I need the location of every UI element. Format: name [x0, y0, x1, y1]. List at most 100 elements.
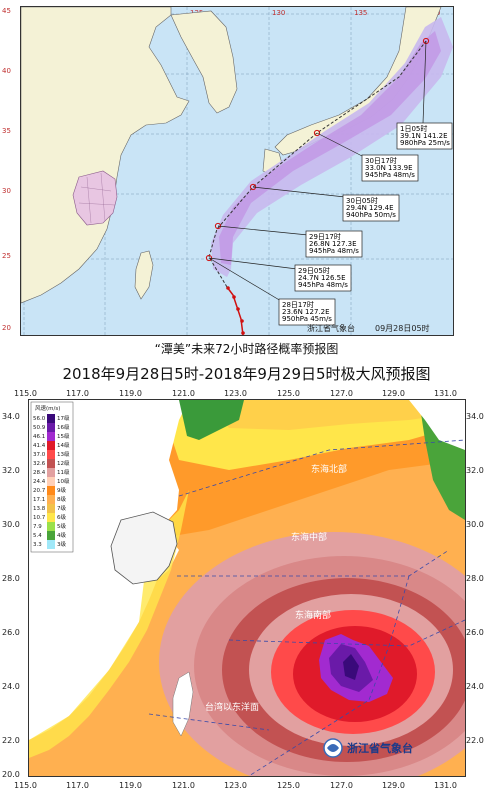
legend-swatch [47, 450, 55, 459]
legend-level: 10级 [57, 477, 70, 485]
lat-tick: 26.0 [466, 628, 484, 637]
lat-tick: 20.0 [2, 770, 20, 779]
legend-speed: 46.1 [33, 434, 45, 440]
forecast-box: 28日17时 23.6N 127.2E 950hPa 45m/s [278, 298, 336, 326]
lat-tick: 28.0 [2, 574, 20, 583]
legend-speed: 41.4 [33, 443, 46, 449]
lon-tick: 117.0 [66, 781, 89, 790]
legend-row: 50.9 16级 [33, 423, 70, 432]
legend-speed: 32.6 [33, 461, 46, 467]
lon-tick: 131.0 [434, 389, 457, 398]
lon-tick: 123.0 [224, 389, 247, 398]
legend-row: 24.4 10级 [33, 477, 70, 486]
svg-text:29日17时: 29日17时 [309, 232, 341, 241]
legend-speed: 13.8 [33, 506, 46, 512]
legend-row: 13.8 7级 [33, 504, 66, 513]
legend-row: 3.3 3级 [33, 540, 66, 549]
lat-tick: 35 [2, 127, 11, 135]
legend-header: 风速(m/s) [35, 405, 60, 412]
region-label: 台湾以东洋面 [205, 701, 259, 713]
lon-tick: 130 [272, 9, 285, 17]
observed-track [226, 286, 244, 335]
legend-swatch [47, 540, 55, 549]
svg-text:30日05时: 30日05时 [346, 196, 378, 205]
forecast-leader-lines [208, 40, 427, 302]
wind-ring-17 [343, 654, 359, 680]
legend-speed: 37.0 [33, 452, 46, 458]
legend-level: 16级 [57, 423, 70, 431]
wind-lat-axis-right: 34.0 32.0 30.0 28.0 26.0 24.0 22.0 [466, 412, 484, 745]
svg-text:950hPa 45m/s: 950hPa 45m/s [282, 315, 332, 323]
legend-row: 20.7 9级 [33, 486, 66, 495]
lat-tick: 20 [2, 324, 11, 332]
track-map: 115 120 125 130 135 140 [20, 6, 454, 336]
legend-speed: 50.9 [33, 425, 46, 431]
lat-tick: 30 [2, 187, 11, 195]
legend-level: 13级 [57, 450, 70, 458]
wind-band-7 [209, 400, 465, 430]
legend-speed: 5.4 [33, 533, 42, 539]
forecast-track [208, 40, 427, 288]
legend-swatch [47, 522, 55, 531]
svg-text:945hPa 48m/s: 945hPa 48m/s [309, 247, 359, 255]
forecast-box: 30日17时 33.0N 133.9E 945hPa 48m/s [361, 154, 419, 182]
legend-swatch [47, 531, 55, 540]
svg-text:29.4N 129.4E: 29.4N 129.4E [346, 204, 394, 212]
japan-interior [409, 400, 465, 450]
lat-tick: 22.0 [466, 736, 484, 745]
lon-tick: 119.0 [119, 389, 142, 398]
legend-swatch [47, 504, 55, 513]
svg-text:29日05时: 29日05时 [298, 266, 330, 275]
legend-row: 17.1 8级 [33, 495, 66, 504]
lon-tick: 117.0 [66, 389, 89, 398]
legend-level: 8级 [57, 495, 66, 503]
legend-row: 56.0 17级 [33, 414, 70, 423]
top-lat-axis: 45 40 35 30 25 20 [2, 7, 11, 332]
lat-tick: 22.0 [2, 736, 20, 745]
track-map-canvas: 115 120 125 130 135 140 [21, 7, 453, 335]
legend-row: 7.9 5级 [33, 522, 66, 531]
svg-text:945hPa 48m/s: 945hPa 48m/s [298, 281, 348, 289]
legend-row: 32.6 12级 [33, 459, 70, 468]
lat-tick: 30.0 [466, 520, 484, 529]
sea-region-labels: 东海北部 东海中部 东海南部 台湾以东洋面 [205, 463, 347, 713]
lon-tick: 123.0 [224, 781, 247, 790]
korea-japan-land [179, 400, 244, 440]
legend-level: 14级 [57, 441, 70, 449]
lon-tick: 115.0 [14, 389, 37, 398]
legend-level: 6级 [57, 513, 66, 521]
zhejiang-region [72, 170, 118, 226]
svg-text:24.7N 126.5E: 24.7N 126.5E [298, 274, 346, 282]
legend-swatch [47, 468, 55, 477]
wind-map-title: 2018年9月28日5时-2018年9月29日5时极大风预报图 [62, 365, 431, 383]
svg-text:26.8N 127.3E: 26.8N 127.3E [309, 240, 357, 248]
legend-swatch [47, 495, 55, 504]
wind-lat-axis: 34.0 32.0 30.0 28.0 26.0 24.0 22.0 20.0 [2, 412, 20, 779]
legend-row: 5.4 4级 [33, 531, 66, 540]
svg-text:945hPa 48m/s: 945hPa 48m/s [365, 171, 415, 179]
legend-speed: 56.0 [33, 416, 46, 422]
legend-row: 37.0 13级 [33, 450, 70, 459]
lat-tick: 32.0 [466, 466, 484, 475]
forecast-box: 1日05时 39.1N 141.2E 980hPa 25m/s [396, 122, 453, 150]
legend-swatch [47, 513, 55, 522]
legend-level: 9级 [57, 486, 66, 494]
svg-text:23.6N 127.2E: 23.6N 127.2E [282, 308, 330, 316]
legend-speed: 24.4 [33, 479, 46, 485]
legend-swatch [47, 414, 55, 423]
legend-speed: 3.3 [33, 542, 42, 548]
svg-text:33.0N 133.9E: 33.0N 133.9E [365, 164, 413, 172]
legend-row: 10.7 6级 [33, 513, 66, 522]
wind-lon-axis-top: 115.0 117.0 119.0 121.0 123.0 125.0 127.… [14, 389, 457, 398]
svg-text:980hPa 25m/s: 980hPa 25m/s [400, 139, 450, 147]
wind-issuer-logo: 浙江省气象台 [323, 738, 413, 758]
lat-tick: 24.0 [466, 682, 484, 691]
lat-tick: 25 [2, 252, 11, 260]
lon-tick: 129.0 [382, 389, 405, 398]
svg-text:39.1N 141.2E: 39.1N 141.2E [400, 132, 448, 140]
mainland-landmass [21, 7, 190, 304]
forecast-box: 29日05时 24.7N 126.5E 945hPa 48m/s [294, 264, 352, 292]
wind-map-canvas: 东海北部 东海中部 东海南部 台湾以东洋面 风速(m/s) 56.0 17级50.… [29, 400, 465, 776]
lat-tick: 34.0 [466, 412, 484, 421]
legend-level: 17级 [57, 414, 70, 422]
